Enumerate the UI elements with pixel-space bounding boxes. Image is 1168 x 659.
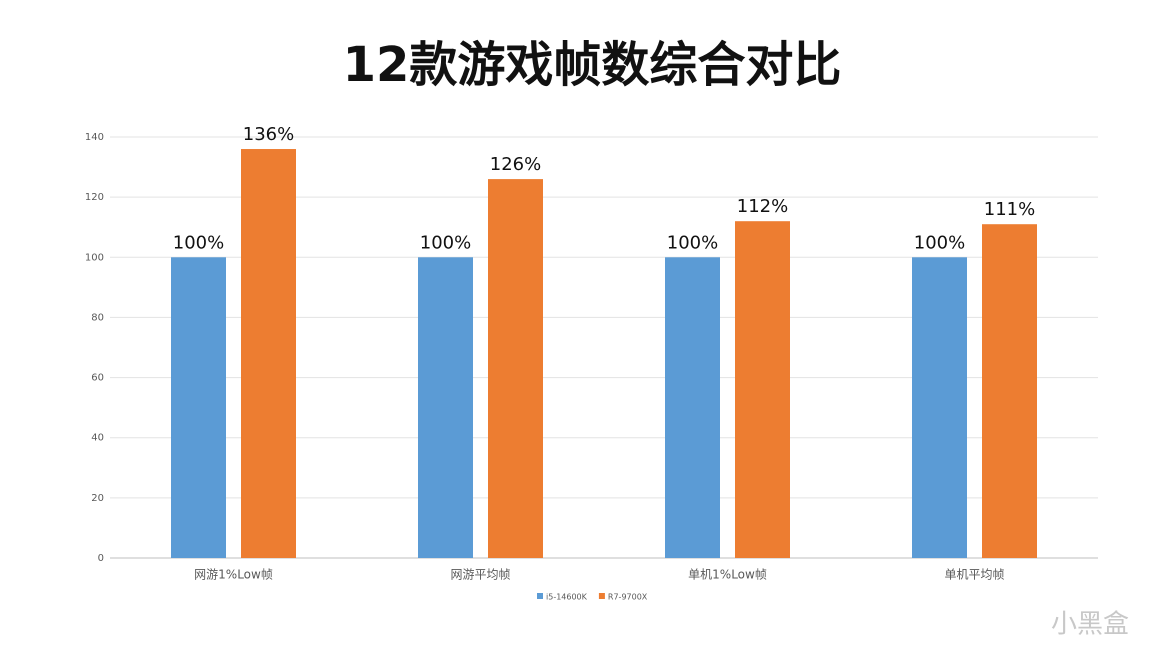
value-label: 112% bbox=[737, 196, 788, 217]
legend-label: i5-14600K bbox=[546, 593, 588, 602]
bar bbox=[418, 257, 473, 558]
legend-swatch bbox=[537, 593, 543, 599]
bar bbox=[912, 257, 967, 558]
legend-label: R7-9700X bbox=[608, 593, 648, 602]
legend-swatch bbox=[598, 593, 605, 599]
value-label: 100% bbox=[914, 232, 965, 253]
y-tick-label: 60 bbox=[91, 373, 104, 384]
bar bbox=[665, 257, 720, 558]
y-tick-label: 0 bbox=[98, 553, 104, 564]
value-label: 100% bbox=[667, 232, 718, 253]
x-tick-label: 网游平均帧 bbox=[450, 568, 510, 582]
value-label: 111% bbox=[984, 199, 1035, 220]
y-tick-label: 100 bbox=[85, 252, 104, 263]
y-tick-label: 20 bbox=[91, 493, 104, 504]
y-tick-label: 40 bbox=[91, 433, 104, 444]
y-tick-label: 80 bbox=[91, 312, 104, 323]
x-tick-label: 网游1%Low帧 bbox=[194, 568, 273, 582]
bar bbox=[241, 149, 296, 558]
watermark: 小黑盒 bbox=[1051, 610, 1129, 640]
value-label: 100% bbox=[173, 232, 224, 253]
value-label: 100% bbox=[420, 232, 471, 253]
y-tick-label: 140 bbox=[85, 132, 104, 143]
x-tick-label: 单机1%Low帧 bbox=[688, 568, 767, 582]
bar bbox=[735, 221, 790, 558]
y-tick-label: 120 bbox=[85, 192, 104, 203]
x-tick-label: 单机平均帧 bbox=[944, 568, 1004, 582]
value-label: 136% bbox=[243, 124, 294, 145]
value-label: 126% bbox=[490, 154, 541, 175]
chart-title: 12款游戏帧数综合对比 bbox=[343, 37, 842, 93]
bar bbox=[488, 179, 543, 558]
bar bbox=[171, 257, 226, 558]
bar bbox=[982, 224, 1037, 558]
